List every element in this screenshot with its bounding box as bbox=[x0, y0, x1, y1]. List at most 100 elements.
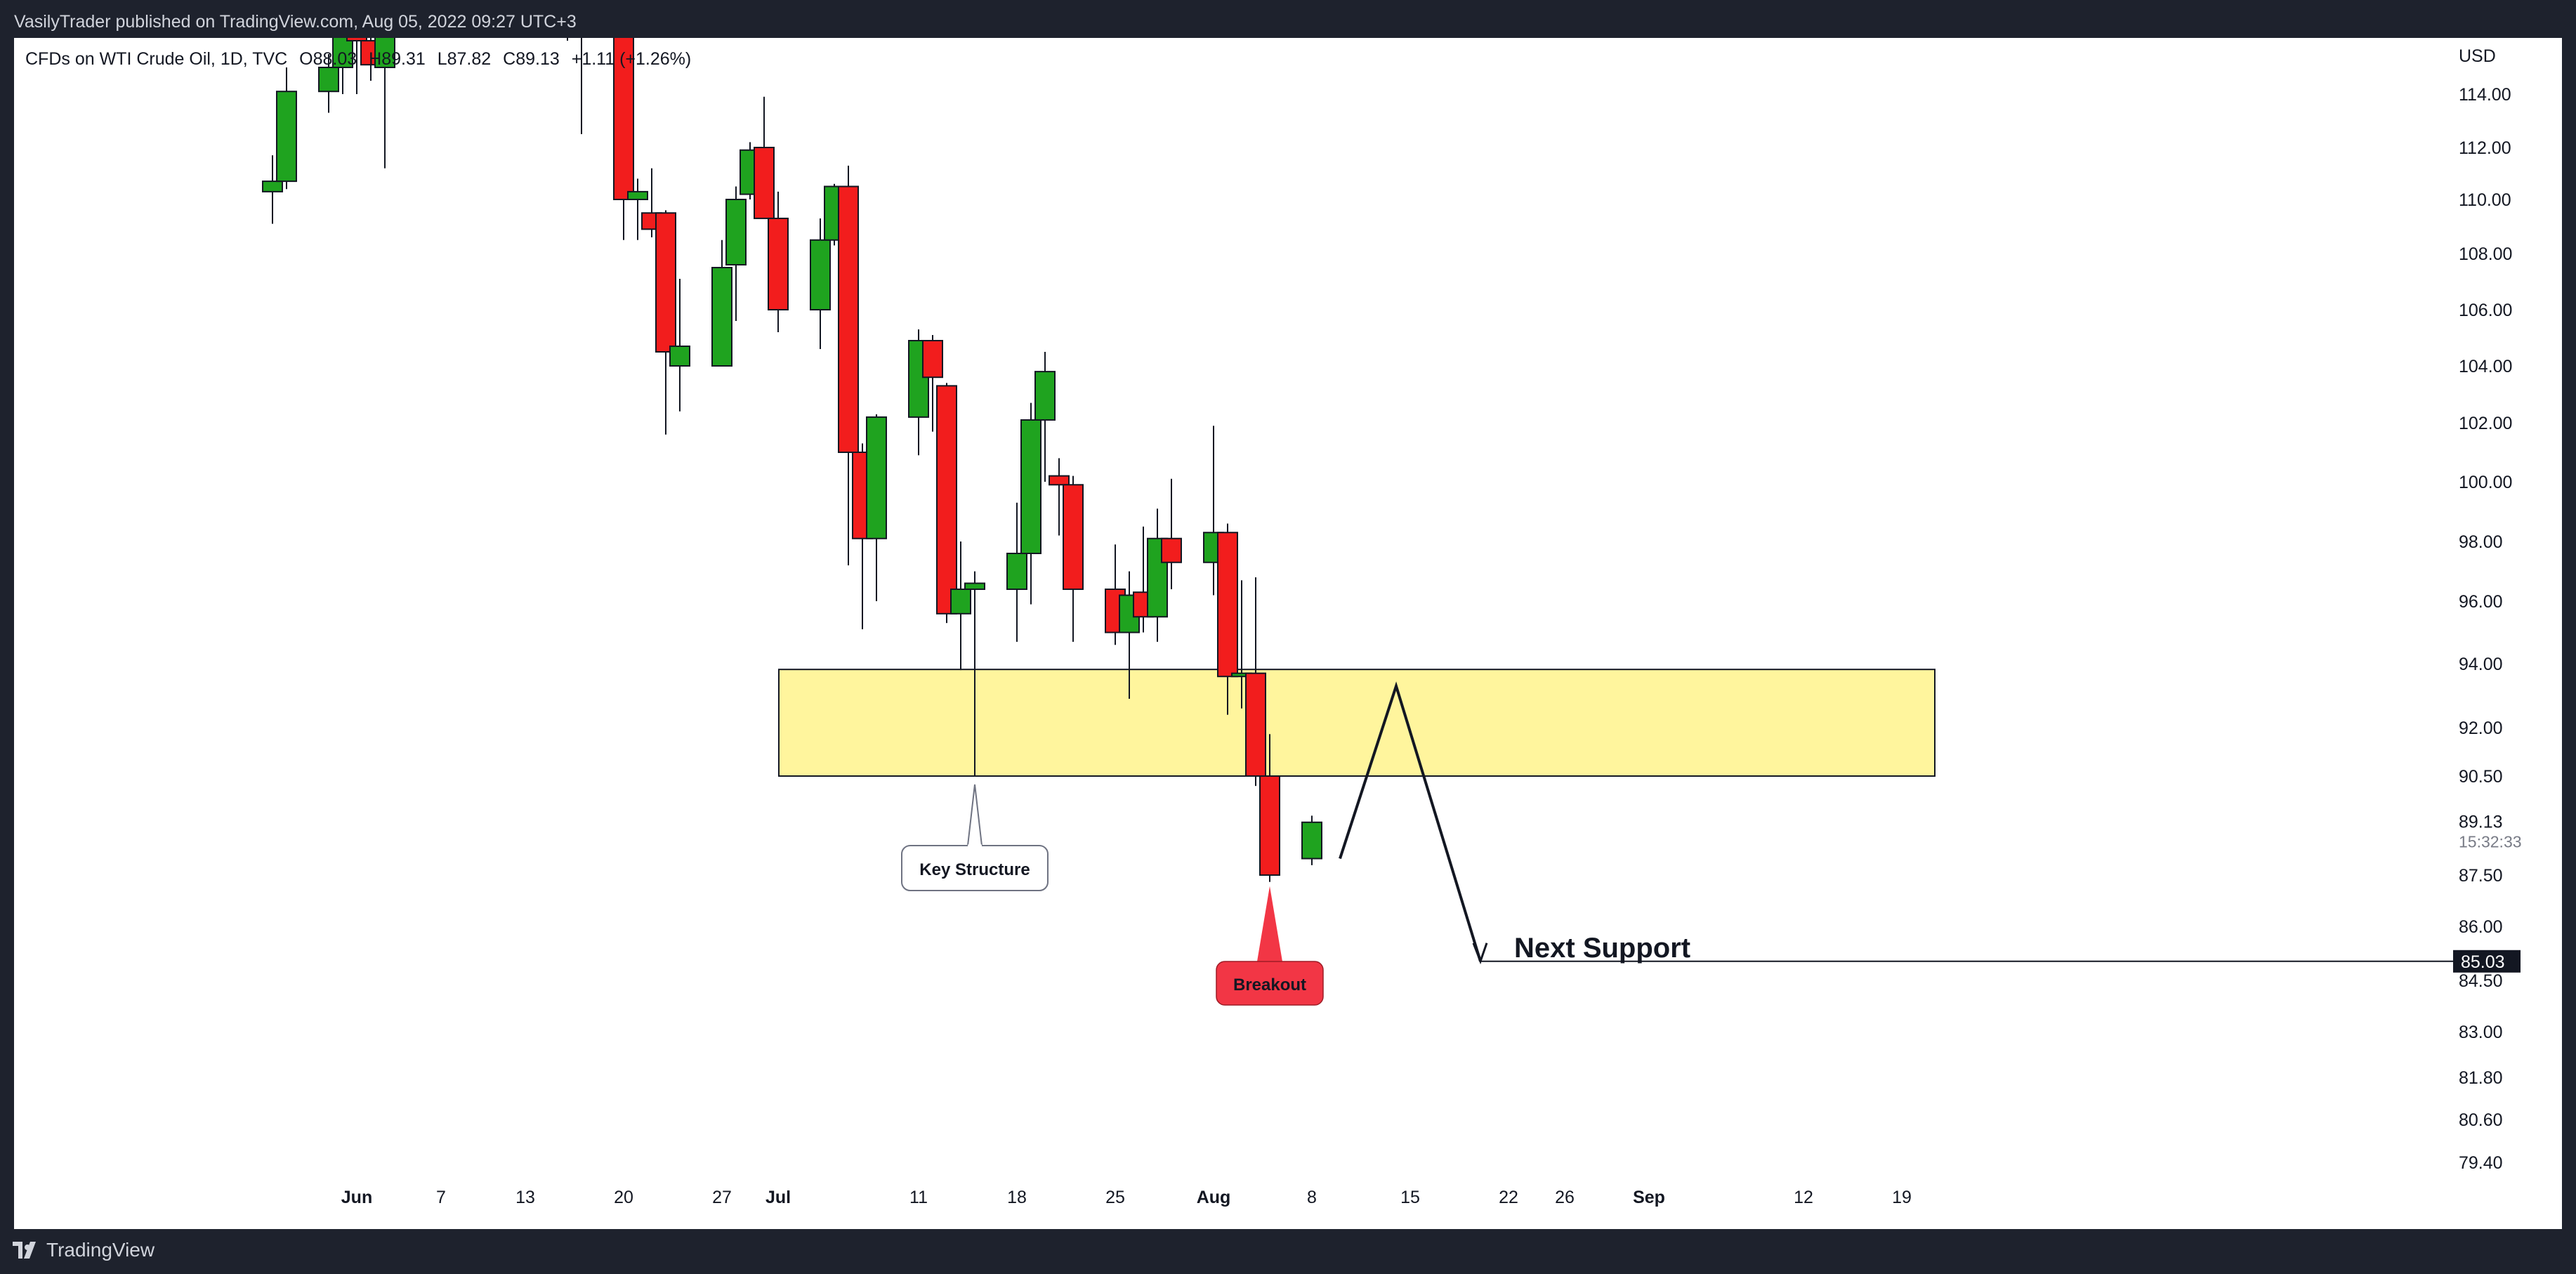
y-tick-label: 110.00 bbox=[2459, 190, 2511, 210]
candle[interactable] bbox=[572, 38, 591, 134]
y-tick-label: 114.00 bbox=[2459, 85, 2511, 105]
candle[interactable] bbox=[669, 279, 690, 412]
x-tick-label: 20 bbox=[614, 1188, 633, 1207]
x-tick-label: Jul bbox=[765, 1188, 791, 1207]
candle-body bbox=[754, 147, 775, 219]
candle-body bbox=[318, 67, 339, 93]
y-tick-label: 84.50 bbox=[2459, 971, 2503, 991]
tradingview-logo-icon[interactable] bbox=[13, 1240, 41, 1260]
y-tick-label: 80.60 bbox=[2459, 1110, 2503, 1130]
candle[interactable] bbox=[810, 218, 831, 349]
candle[interactable] bbox=[1006, 502, 1027, 642]
candle[interactable] bbox=[950, 541, 971, 671]
y-tick-label: 100.00 bbox=[2459, 473, 2512, 492]
candle[interactable] bbox=[1063, 475, 1084, 642]
tradingview-brand[interactable]: TradingView bbox=[46, 1239, 155, 1261]
candle[interactable] bbox=[558, 38, 577, 41]
symbol-legend: CFDs on WTI Crude Oil, 1D, TVC O88.03 H8… bbox=[25, 49, 698, 70]
x-tick-label: 19 bbox=[1892, 1188, 1912, 1207]
projected-path[interactable] bbox=[1339, 681, 1482, 962]
y-tick-label: 87.50 bbox=[2459, 866, 2503, 886]
candle[interactable] bbox=[1020, 402, 1041, 605]
candle-body bbox=[1259, 775, 1280, 876]
candle[interactable] bbox=[1259, 734, 1280, 882]
footer-bar: TradingView bbox=[0, 1229, 2576, 1274]
candle-body bbox=[922, 340, 943, 379]
x-tick-label: 8 bbox=[1307, 1188, 1317, 1207]
candle-body bbox=[810, 239, 831, 310]
support-resistance-zone[interactable] bbox=[778, 669, 1936, 777]
bar-countdown-label: 15:32:33 bbox=[2459, 832, 2522, 851]
candle[interactable] bbox=[1034, 352, 1056, 482]
candle[interactable] bbox=[922, 335, 943, 432]
candle-body bbox=[711, 267, 732, 367]
candle[interactable] bbox=[1161, 478, 1182, 589]
candle[interactable] bbox=[627, 178, 648, 240]
legend-high: H89.31 bbox=[369, 49, 426, 69]
breakout-box[interactable] bbox=[1216, 961, 1324, 1006]
candle[interactable] bbox=[754, 96, 775, 219]
y-tick-label: 104.00 bbox=[2459, 357, 2512, 376]
candle-body bbox=[346, 38, 367, 41]
candle[interactable] bbox=[1301, 815, 1322, 865]
y-tick-label: 108.00 bbox=[2459, 244, 2512, 264]
candle-body bbox=[613, 38, 634, 200]
y-tick-label: 94.00 bbox=[2459, 655, 2503, 674]
candle-body bbox=[1063, 484, 1084, 590]
candle[interactable] bbox=[964, 571, 985, 777]
candle-body bbox=[1034, 371, 1056, 421]
candle[interactable] bbox=[276, 67, 297, 190]
candle-body bbox=[768, 217, 789, 311]
y-tick-label: 96.00 bbox=[2459, 592, 2503, 612]
support-price-badge bbox=[2453, 950, 2521, 973]
candle[interactable] bbox=[655, 210, 676, 435]
candle[interactable] bbox=[318, 54, 339, 113]
x-tick-label: Aug bbox=[1197, 1188, 1231, 1207]
arrow-head-icon bbox=[1472, 943, 1488, 965]
candle-body bbox=[1301, 821, 1322, 860]
candle[interactable] bbox=[838, 165, 859, 565]
key-structure-pointer bbox=[966, 784, 983, 846]
candle[interactable] bbox=[1217, 523, 1238, 715]
x-tick-label: 7 bbox=[436, 1188, 446, 1207]
breakout-label: Breakout bbox=[1233, 976, 1306, 994]
y-tick-label: 112.00 bbox=[2459, 138, 2511, 158]
candle[interactable] bbox=[768, 191, 789, 332]
candle[interactable] bbox=[1245, 577, 1266, 787]
y-tick-label: 83.00 bbox=[2459, 1023, 2503, 1042]
candle[interactable] bbox=[1147, 508, 1168, 642]
candle[interactable] bbox=[262, 155, 283, 224]
candle-body bbox=[655, 212, 676, 353]
candle[interactable] bbox=[613, 38, 634, 240]
candle-body bbox=[669, 346, 690, 367]
candle[interactable] bbox=[936, 383, 957, 624]
candle-body bbox=[374, 38, 395, 68]
legend-open: O88.03 bbox=[299, 49, 357, 69]
candle[interactable] bbox=[1049, 458, 1070, 536]
candle[interactable] bbox=[374, 38, 395, 169]
candle-body bbox=[627, 190, 648, 200]
y-tick-label: 98.00 bbox=[2459, 532, 2503, 552]
legend-symbol: CFDs on WTI Crude Oil, 1D, TVC bbox=[25, 49, 288, 69]
candle[interactable] bbox=[866, 414, 887, 601]
candle[interactable] bbox=[711, 239, 732, 367]
candlestick-chart[interactable]: Key Structure Breakout Next Support USD 114… bbox=[14, 38, 2562, 1229]
candle-body bbox=[1245, 672, 1266, 777]
candle-body bbox=[1217, 532, 1238, 678]
candle-body bbox=[262, 180, 283, 192]
x-tick-label: 25 bbox=[1105, 1188, 1125, 1207]
candle[interactable] bbox=[346, 38, 367, 94]
chart-panel[interactable]: Key Structure Breakout Next Support USD 114… bbox=[14, 38, 2562, 1229]
legend-change: +1.11 (+1.26%) bbox=[571, 49, 692, 69]
x-tick-label: 12 bbox=[1794, 1188, 1813, 1207]
y-tick-label: 90.50 bbox=[2459, 767, 2503, 787]
y-tick-label: 102.00 bbox=[2459, 414, 2512, 433]
candle-body bbox=[950, 589, 971, 615]
currency-label: USD bbox=[2459, 46, 2496, 66]
candle[interactable] bbox=[725, 186, 747, 322]
x-tick-label: 15 bbox=[1400, 1188, 1420, 1207]
candle-body bbox=[866, 416, 887, 539]
candle[interactable] bbox=[332, 38, 353, 94]
x-tick-label: Sep bbox=[1633, 1188, 1665, 1207]
x-tick-label: 26 bbox=[1555, 1188, 1575, 1207]
